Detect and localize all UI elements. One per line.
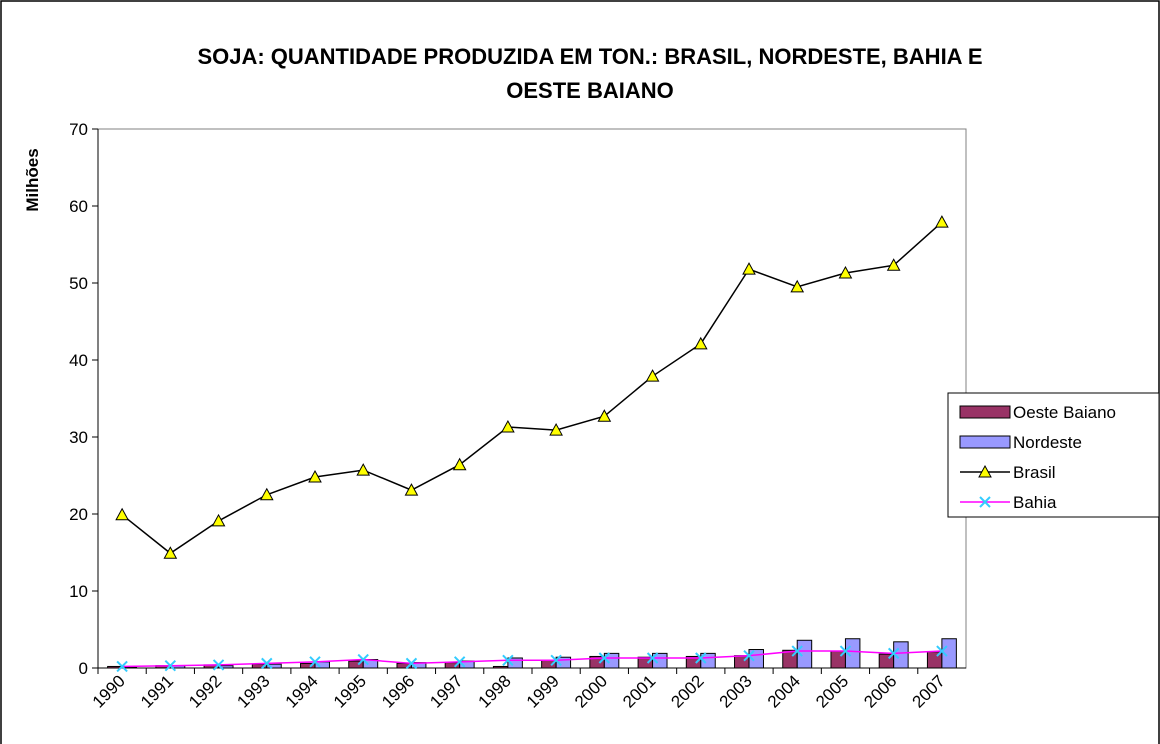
marker: [164, 659, 177, 672]
marker: [502, 654, 514, 667]
x-tick-label: 1999: [523, 671, 563, 711]
marker: [309, 656, 321, 668]
marker: [356, 463, 371, 476]
y-tick-label: 50: [69, 274, 88, 293]
marker: [115, 507, 129, 521]
x-tick-label: 2007: [909, 671, 949, 711]
marker: [404, 483, 419, 496]
marker: [501, 419, 515, 433]
marker: [259, 487, 274, 501]
marker: [452, 457, 467, 471]
y-tick-label: 20: [69, 505, 88, 524]
x-tick-label: 1992: [185, 671, 225, 711]
plot-border: [97, 128, 967, 669]
legend-swatch: [959, 405, 1011, 419]
x-tick-label: 2005: [812, 671, 852, 711]
marker: [211, 513, 226, 527]
marker: [597, 409, 612, 422]
x-tick-label: 1991: [137, 671, 177, 711]
marker: [887, 647, 900, 660]
marker: [839, 645, 852, 657]
marker: [645, 369, 660, 382]
legend-marker: [978, 464, 992, 478]
x-tick-label: 1993: [233, 671, 273, 711]
y-tick-label: 10: [69, 582, 88, 601]
y-tick-label: 30: [69, 428, 88, 447]
marker: [935, 215, 949, 228]
marker: [838, 265, 853, 279]
x-tick-label: 1996: [378, 671, 418, 711]
marker: [695, 652, 707, 664]
marker: [405, 657, 418, 670]
marker: [549, 423, 563, 436]
x-tick-label: 1997: [426, 671, 466, 711]
x-tick-label: 2003: [716, 671, 756, 711]
line: [121, 221, 943, 555]
bar: [492, 665, 509, 669]
marker: [743, 649, 755, 662]
legend-label: Brasil: [1013, 463, 1056, 482]
bar: [555, 656, 572, 669]
chart-title: SOJA: QUANTIDADE PRODUZIDA EM TON.: BRAS…: [197, 44, 983, 103]
bar: [266, 663, 282, 669]
legend-marker: [979, 496, 991, 508]
marker: [693, 336, 708, 350]
marker: [212, 659, 225, 671]
legend-label: Nordeste: [1013, 433, 1082, 452]
marker: [261, 657, 273, 670]
marker: [790, 279, 805, 293]
marker: [598, 652, 611, 664]
bar: [603, 652, 620, 669]
line: [122, 650, 942, 668]
x-tick-label: 1994: [282, 671, 322, 711]
x-tick-label: 2001: [619, 671, 659, 711]
marker: [357, 653, 369, 666]
legend-label: Oeste Baiano: [1013, 403, 1116, 422]
legend-label: Bahia: [1013, 493, 1057, 512]
x-tick-label: 1990: [89, 671, 129, 711]
bar: [218, 665, 234, 669]
marker: [791, 645, 803, 657]
marker: [308, 469, 322, 483]
x-tick-label: 2000: [571, 671, 611, 711]
marker: [646, 652, 659, 664]
y-tick-label: 60: [69, 197, 88, 216]
marker: [742, 262, 756, 275]
x-tick-label: 2002: [667, 671, 707, 711]
x-tick-label: 1998: [475, 671, 515, 711]
y-tick-label: 40: [69, 351, 88, 370]
y-axis-label: Milhões: [23, 148, 42, 211]
marker: [116, 660, 128, 673]
x-tick-label: 2004: [764, 671, 804, 711]
marker: [936, 645, 948, 657]
marker: [163, 546, 178, 559]
y-tick-label: 0: [79, 659, 88, 678]
x-tick-label: 2006: [860, 671, 900, 711]
bar: [652, 652, 668, 669]
x-tick-label: 1995: [330, 671, 370, 711]
y-tick-label: 70: [69, 120, 88, 139]
legend-swatch: [959, 435, 1011, 449]
marker: [453, 656, 466, 668]
bar: [507, 657, 523, 669]
marker: [886, 258, 901, 271]
marker: [550, 654, 562, 667]
